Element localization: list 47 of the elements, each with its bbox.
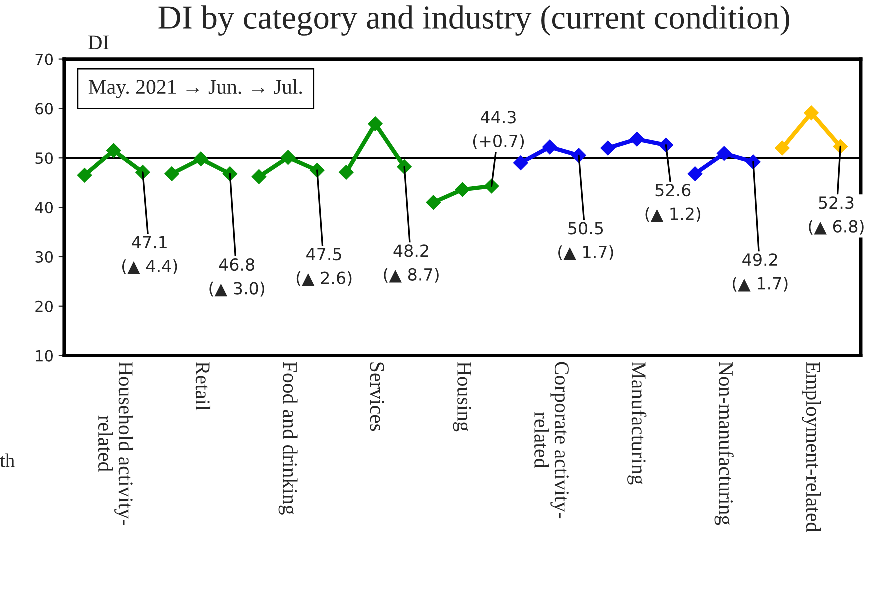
- point: [280, 150, 296, 166]
- x-tick-label: Employment-related: [802, 362, 822, 532]
- point: [77, 168, 92, 183]
- chart-title: DI by category and industry (current condition): [158, 6, 790, 36]
- annotation: May. 2021 → Jun. → Jul.: [88, 79, 302, 98]
- text: th: [0, 454, 15, 468]
- x-tick-label: Non-manufacturing: [714, 362, 734, 526]
- y-tick-label: 40: [35, 202, 54, 214]
- y-tick-label: 20: [36, 300, 54, 312]
- point: [164, 166, 180, 182]
- y-tick-label: 70: [36, 54, 54, 66]
- point: [716, 146, 732, 162]
- point: [804, 106, 819, 121]
- point: [688, 166, 703, 182]
- point: [542, 140, 558, 155]
- data-label: 49.2 (▲ 1.7): [732, 254, 788, 292]
- data-label: 48.2 (▲ 8.7): [384, 244, 439, 283]
- point: [106, 143, 122, 158]
- data-label: 52.6 (▲ 1.2): [646, 184, 701, 222]
- x-tick-label: Housing: [453, 362, 472, 432]
- point: [368, 116, 383, 132]
- point: [339, 165, 354, 180]
- x-tick-label: Food and drinking: [278, 362, 298, 515]
- point: [775, 140, 790, 156]
- point: [252, 170, 267, 184]
- x-tick-label: Manufacturing: [628, 362, 647, 485]
- data-label: 47.1 (▲ 4.4): [122, 236, 178, 274]
- y-axis-title: DI: [88, 36, 109, 50]
- point: [600, 140, 616, 156]
- point: [630, 132, 645, 147]
- data-label: 46.8 (▲ 3.0): [210, 258, 264, 297]
- y-tick-label: 50: [36, 152, 54, 164]
- y-tick-label: 30: [36, 251, 54, 263]
- x-tick-label: Retail: [196, 362, 211, 411]
- data-label: 44.3 (+0.7): [473, 111, 524, 150]
- y-tick-label: 60: [36, 103, 54, 115]
- data-label: 52.3 (▲ 6.8): [809, 196, 864, 235]
- y-tick-label: 10: [36, 350, 54, 362]
- point: [455, 182, 470, 198]
- data-label: 47.5 (▲ 2.6): [296, 248, 352, 286]
- point: [426, 195, 442, 210]
- point: [513, 156, 528, 170]
- x-tick-label: Corporate activity- related: [534, 362, 569, 519]
- x-tick-label: Services: [370, 362, 384, 432]
- point: [194, 152, 208, 167]
- x-tick-label: Household activity- related: [98, 362, 134, 526]
- data-label: 50.5 (▲ 1.7): [558, 222, 614, 260]
